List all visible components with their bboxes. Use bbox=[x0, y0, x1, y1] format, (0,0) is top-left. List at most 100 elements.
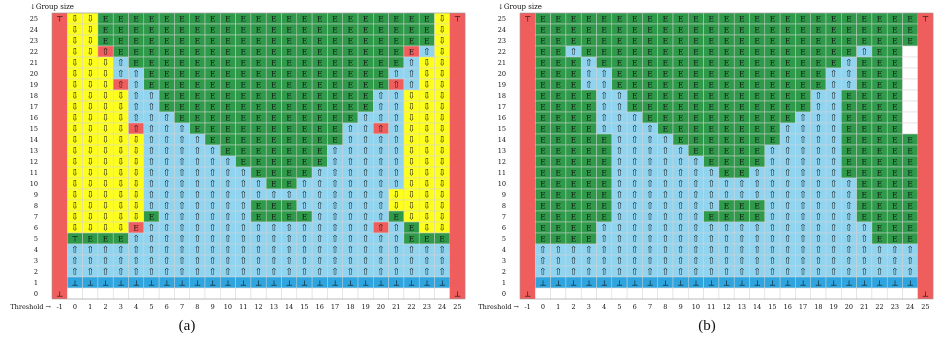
cell-symbol: ⇧ bbox=[815, 125, 823, 135]
cell-symbol: ⇧ bbox=[163, 257, 171, 267]
grid-cell bbox=[174, 287, 190, 300]
cell-symbol: E bbox=[302, 48, 307, 57]
cell-symbol: E bbox=[317, 147, 322, 156]
cell-symbol: ⇧ bbox=[753, 191, 761, 201]
cell-symbol: ⇧ bbox=[301, 246, 309, 256]
cell-symbol: ⇧ bbox=[392, 235, 400, 245]
cell-symbol: ⇩ bbox=[423, 224, 431, 234]
cell-symbol: ⇧ bbox=[148, 268, 156, 278]
cell-symbol: ⇧ bbox=[362, 268, 370, 278]
cell-symbol: ⇧ bbox=[616, 235, 624, 245]
cell-symbol: ⇩ bbox=[102, 125, 110, 135]
cell-symbol: ⇧ bbox=[178, 169, 186, 179]
grid-cell bbox=[520, 90, 536, 101]
cell-symbol: ⇩ bbox=[117, 125, 125, 135]
cell-symbol: E bbox=[892, 103, 897, 112]
grid-cell bbox=[128, 287, 145, 300]
cell-symbol: E bbox=[241, 48, 246, 57]
cell-symbol: E bbox=[862, 92, 867, 101]
row-label: 1 bbox=[34, 279, 38, 287]
cell-symbol: ⇧ bbox=[392, 125, 400, 135]
cell-symbol: ⇩ bbox=[86, 169, 94, 179]
grid-cell bbox=[220, 287, 236, 300]
cell-symbol: E bbox=[907, 26, 912, 35]
cell-symbol: E bbox=[164, 15, 169, 24]
cell-symbol: ⇧ bbox=[616, 224, 624, 234]
cell-symbol: E bbox=[709, 48, 714, 57]
cell-symbol: E bbox=[256, 92, 261, 101]
cell-symbol: E bbox=[302, 169, 307, 178]
cell-symbol: ⊤ bbox=[56, 15, 63, 24]
cell-symbol: E bbox=[647, 92, 652, 101]
cell-symbol: E bbox=[540, 70, 545, 79]
cell-symbol: ⇧ bbox=[631, 257, 639, 267]
cell-symbol: E bbox=[556, 37, 561, 46]
cell-symbol: ⇩ bbox=[423, 191, 431, 201]
cell-symbol: E bbox=[225, 15, 230, 24]
cell-symbol: ⇧ bbox=[392, 224, 400, 234]
cell-symbol: ⇧ bbox=[784, 125, 792, 135]
col-label: 11 bbox=[239, 303, 247, 311]
grid-cell bbox=[449, 167, 466, 178]
cell-symbol: E bbox=[693, 59, 698, 68]
grid-cell bbox=[733, 287, 750, 300]
cell-symbol: E bbox=[877, 147, 882, 156]
cell-symbol: ⇧ bbox=[86, 246, 94, 256]
cell-symbol: ⇧ bbox=[285, 257, 293, 267]
cell-symbol: ⇧ bbox=[285, 246, 293, 256]
cell-symbol: E bbox=[317, 103, 322, 112]
cell-symbol: E bbox=[693, 15, 698, 24]
cell-symbol: E bbox=[317, 92, 322, 101]
grid-cell bbox=[52, 200, 68, 211]
cell-symbol: ⇧ bbox=[71, 246, 79, 256]
cell-symbol: ⇧ bbox=[316, 235, 324, 245]
cell-symbol: E bbox=[586, 125, 591, 134]
cell-symbol: E bbox=[770, 81, 775, 90]
cell-symbol: ⇧ bbox=[769, 224, 777, 234]
cell-symbol: ⇧ bbox=[362, 136, 370, 146]
cell-symbol: E bbox=[210, 103, 215, 112]
cell-symbol: ⇧ bbox=[830, 136, 838, 146]
cell-symbol: ⇧ bbox=[570, 257, 578, 267]
cell-symbol: E bbox=[286, 59, 291, 68]
cell-symbol: E bbox=[785, 114, 790, 123]
cell-symbol: E bbox=[663, 81, 668, 90]
cell-symbol: ⇩ bbox=[408, 147, 416, 157]
cell-symbol: ⇩ bbox=[86, 136, 94, 146]
cell-symbol: E bbox=[210, 114, 215, 123]
cell-symbol: E bbox=[378, 15, 383, 24]
cell-symbol: ⇧ bbox=[738, 224, 746, 234]
cell-symbol: E bbox=[210, 59, 215, 68]
cell-symbol: ⇧ bbox=[738, 180, 746, 190]
cell-symbol: ⇧ bbox=[194, 213, 202, 223]
grid-cell bbox=[917, 101, 934, 112]
cell-symbol: ⇩ bbox=[86, 180, 94, 190]
grid-cell bbox=[449, 13, 466, 24]
cell-symbol: ⇧ bbox=[301, 268, 309, 278]
grid-cell bbox=[52, 24, 68, 35]
cell-symbol: E bbox=[877, 92, 882, 101]
cell-symbol: E bbox=[846, 92, 851, 101]
cell-symbol: ⇧ bbox=[163, 147, 171, 157]
cell-symbol: ⇩ bbox=[86, 191, 94, 201]
cell-symbol: E bbox=[724, 114, 729, 123]
cell-symbol: ⇩ bbox=[117, 103, 125, 113]
cell-symbol: E bbox=[225, 81, 230, 90]
cell-symbol: ⇧ bbox=[830, 235, 838, 245]
cell-symbol: ⇩ bbox=[117, 147, 125, 157]
grid-cell bbox=[917, 167, 934, 178]
cell-symbol: ⇧ bbox=[616, 213, 624, 223]
cell-symbol: E bbox=[317, 114, 322, 123]
cell-symbol: ⇧ bbox=[784, 202, 792, 212]
cell-symbol: ⊥ bbox=[876, 279, 883, 288]
cell-symbol: ⇧ bbox=[255, 257, 263, 267]
cell-symbol: ⇧ bbox=[392, 81, 400, 91]
cell-symbol: ⇧ bbox=[209, 191, 217, 201]
col-label: 22 bbox=[407, 303, 415, 311]
cell-symbol: ⇧ bbox=[194, 268, 202, 278]
cell-symbol: ⇧ bbox=[163, 114, 171, 124]
cell-symbol: E bbox=[241, 92, 246, 101]
cell-symbol: ⇧ bbox=[148, 224, 156, 234]
cell-symbol: ⊥ bbox=[439, 279, 446, 288]
cell-symbol: E bbox=[862, 70, 867, 79]
